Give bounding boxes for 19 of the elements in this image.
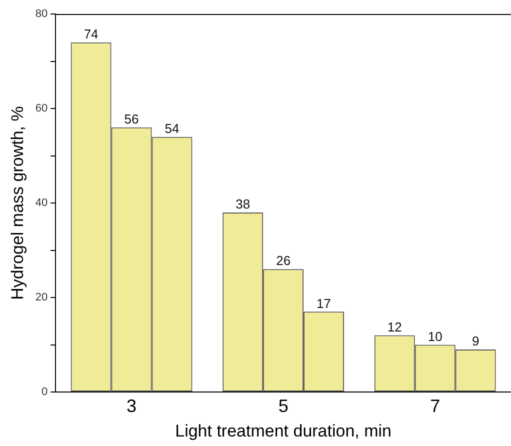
x-axis-title: Light treatment duration, min — [175, 421, 392, 440]
data-label: 17 — [316, 296, 332, 311]
y-tick-label: 80 — [35, 8, 48, 20]
data-label: 10 — [428, 328, 442, 344]
data-label: 12 — [387, 319, 402, 334]
y-tick-label: 20 — [35, 292, 48, 304]
y-axis-title: Hydrogel mass growth, % — [8, 106, 27, 300]
data-label: 74 — [84, 26, 98, 42]
y-tick-label: 0 — [42, 386, 48, 398]
x-tick-label: 5 — [278, 396, 288, 416]
data-label: 38 — [236, 196, 250, 212]
x-tick-label: 3 — [126, 396, 137, 416]
x-tick-label: 7 — [430, 396, 440, 416]
data-label: 56 — [124, 111, 139, 126]
y-tick-label: 40 — [35, 197, 48, 210]
data-label: 9 — [472, 334, 480, 349]
data-label: 54 — [164, 120, 180, 136]
y-tick-label: 60 — [35, 102, 48, 115]
data-label: 26 — [276, 253, 291, 268]
